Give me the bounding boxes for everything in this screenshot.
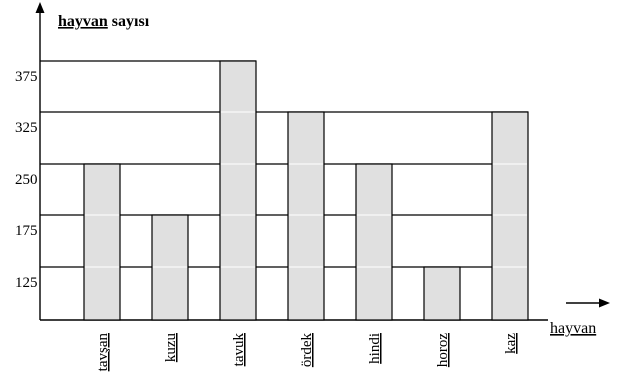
category-labels: tavşan kuzu tavuk ördek hindi horoz kaz [95, 333, 519, 372]
category-label: ördek [299, 333, 315, 368]
bar-3 [287, 111, 325, 321]
y-tick-label: 250 [15, 172, 38, 188]
x-axis-arrow-head [599, 298, 610, 308]
bar-2 [219, 60, 257, 321]
bar-6 [491, 111, 529, 321]
category-label: hindi [367, 333, 383, 364]
y-tick-labels: 125 175 250 325 375 [15, 69, 38, 291]
bar-4 [355, 163, 393, 321]
y-tick-label: 125 [15, 275, 38, 291]
category-label: horoz [435, 333, 451, 367]
category-label: tavuk [231, 333, 247, 367]
y-tick-label: 175 [15, 223, 38, 239]
bar-5 [423, 266, 461, 321]
x-axis-title: hayvan [550, 320, 596, 337]
y-tick-label: 375 [15, 69, 38, 85]
y-tick-label: 325 [15, 120, 38, 136]
category-label: kuzu [163, 333, 179, 363]
y-axis-title: hayvan sayısı [58, 13, 150, 30]
bars [83, 60, 529, 321]
y-axis-arrow [35, 2, 45, 13]
y-axis-title-word2: sayısı [108, 13, 150, 30]
inner-lines [85, 111, 527, 268]
bar-0 [83, 163, 121, 321]
category-label: kaz [503, 333, 519, 354]
category-label: tavşan [95, 333, 111, 372]
y-axis-title-word1: hayvan [58, 13, 108, 30]
